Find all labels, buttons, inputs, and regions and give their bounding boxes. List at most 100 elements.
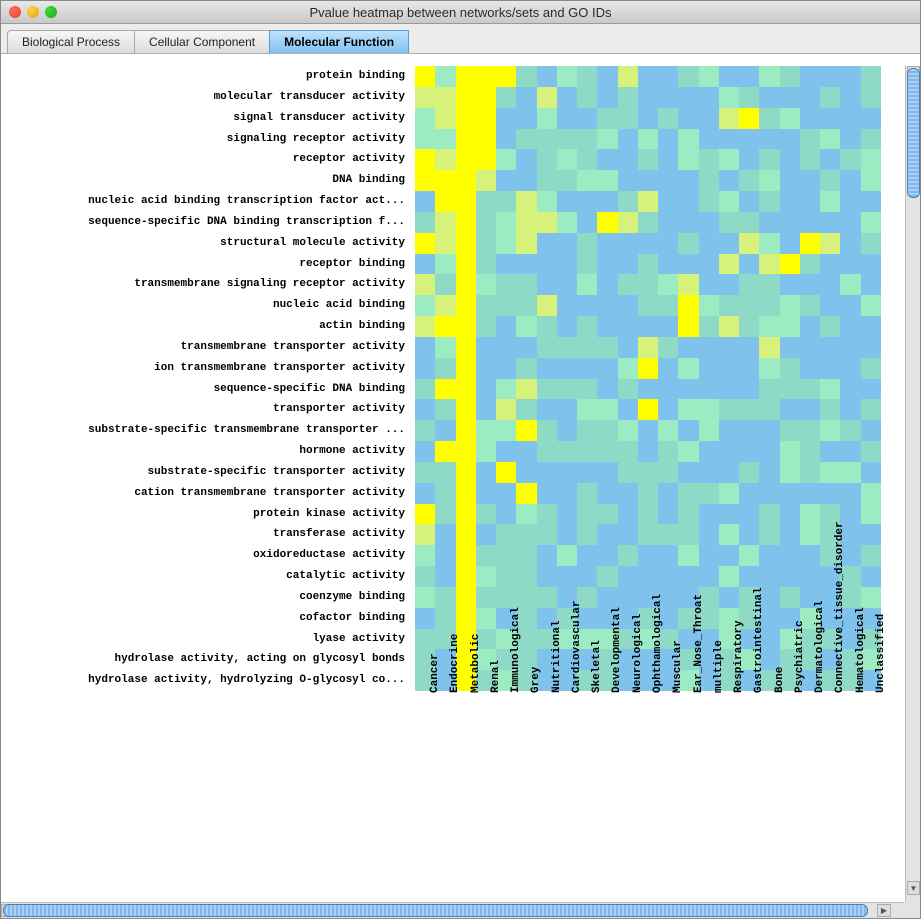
heatmap-cell-23-4[interactable] — [496, 545, 516, 566]
heatmap-cell-10-8[interactable] — [577, 274, 597, 295]
heatmap-cell-10-14[interactable] — [699, 274, 719, 295]
heatmap-cell-20-16[interactable] — [739, 483, 759, 504]
heatmap-cell-22-13[interactable] — [678, 524, 698, 545]
heatmap-cell-12-19[interactable] — [800, 316, 820, 337]
heatmap-cell-24-19[interactable] — [800, 566, 820, 587]
heatmap-cell-24-13[interactable] — [678, 566, 698, 587]
heatmap-cell-10-4[interactable] — [496, 274, 516, 295]
heatmap-cell-1-1[interactable] — [435, 87, 455, 108]
heatmap-cell-17-11[interactable] — [638, 420, 658, 441]
heatmap-cell-9-4[interactable] — [496, 254, 516, 275]
heatmap-cell-17-8[interactable] — [577, 420, 597, 441]
heatmap-cell-3-12[interactable] — [658, 129, 678, 150]
heatmap-cell-13-3[interactable] — [476, 337, 496, 358]
heatmap-cell-12-1[interactable] — [435, 316, 455, 337]
heatmap-cell-4-10[interactable] — [618, 149, 638, 170]
heatmap-cell-22-7[interactable] — [557, 524, 577, 545]
heatmap-cell-1-22[interactable] — [861, 87, 881, 108]
heatmap-cell-25-9[interactable] — [597, 587, 617, 608]
heatmap-cell-20-20[interactable] — [820, 483, 840, 504]
heatmap-cell-1-15[interactable] — [719, 87, 739, 108]
heatmap-cell-5-20[interactable] — [820, 170, 840, 191]
heatmap-cell-5-3[interactable] — [476, 170, 496, 191]
heatmap-cell-5-14[interactable] — [699, 170, 719, 191]
heatmap-cell-12-4[interactable] — [496, 316, 516, 337]
heatmap-cell-13-1[interactable] — [435, 337, 455, 358]
heatmap-cell-11-20[interactable] — [820, 295, 840, 316]
heatmap-cell-21-16[interactable] — [739, 504, 759, 525]
heatmap-cell-21-19[interactable] — [800, 504, 820, 525]
heatmap-cell-11-16[interactable] — [739, 295, 759, 316]
heatmap-cell-1-9[interactable] — [597, 87, 617, 108]
heatmap-cell-13-7[interactable] — [557, 337, 577, 358]
heatmap-cell-24-0[interactable] — [415, 566, 435, 587]
heatmap-cell-5-21[interactable] — [840, 170, 860, 191]
heatmap-cell-6-18[interactable] — [780, 191, 800, 212]
heatmap-cell-16-5[interactable] — [516, 399, 536, 420]
heatmap-cell-20-5[interactable] — [516, 483, 536, 504]
heatmap-cell-16-7[interactable] — [557, 399, 577, 420]
heatmap-cell-1-13[interactable] — [678, 87, 698, 108]
heatmap-cell-16-14[interactable] — [699, 399, 719, 420]
heatmap-cell-11-15[interactable] — [719, 295, 739, 316]
heatmap-cell-21-14[interactable] — [699, 504, 719, 525]
heatmap-cell-19-0[interactable] — [415, 462, 435, 483]
heatmap-cell-8-12[interactable] — [658, 233, 678, 254]
heatmap-cell-5-16[interactable] — [739, 170, 759, 191]
heatmap-cell-20-7[interactable] — [557, 483, 577, 504]
heatmap-cell-25-22[interactable] — [861, 587, 881, 608]
heatmap-cell-23-15[interactable] — [719, 545, 739, 566]
heatmap-cell-0-7[interactable] — [557, 66, 577, 87]
heatmap-cell-24-12[interactable] — [658, 566, 678, 587]
heatmap-cell-6-19[interactable] — [800, 191, 820, 212]
heatmap-cell-15-6[interactable] — [537, 379, 557, 400]
heatmap-cell-22-0[interactable] — [415, 524, 435, 545]
heatmap-cell-1-6[interactable] — [537, 87, 557, 108]
heatmap-cell-12-5[interactable] — [516, 316, 536, 337]
heatmap-cell-3-4[interactable] — [496, 129, 516, 150]
heatmap-cell-3-2[interactable] — [456, 129, 476, 150]
heatmap-cell-18-22[interactable] — [861, 441, 881, 462]
heatmap-cell-21-2[interactable] — [456, 504, 476, 525]
heatmap-cell-6-1[interactable] — [435, 191, 455, 212]
heatmap-cell-19-7[interactable] — [557, 462, 577, 483]
heatmap-cell-6-13[interactable] — [678, 191, 698, 212]
heatmap-cell-2-8[interactable] — [577, 108, 597, 129]
heatmap-cell-4-6[interactable] — [537, 149, 557, 170]
heatmap-cell-14-14[interactable] — [699, 358, 719, 379]
heatmap-cell-0-6[interactable] — [537, 66, 557, 87]
heatmap-cell-20-17[interactable] — [759, 483, 779, 504]
heatmap-cell-25-3[interactable] — [476, 587, 496, 608]
heatmap-cell-25-5[interactable] — [516, 587, 536, 608]
heatmap-cell-8-18[interactable] — [780, 233, 800, 254]
heatmap-cell-25-6[interactable] — [537, 587, 557, 608]
heatmap-cell-22-3[interactable] — [476, 524, 496, 545]
heatmap-cell-26-1[interactable] — [435, 608, 455, 629]
heatmap-cell-8-5[interactable] — [516, 233, 536, 254]
heatmap-cell-15-7[interactable] — [557, 379, 577, 400]
heatmap-cell-8-22[interactable] — [861, 233, 881, 254]
heatmap-cell-0-0[interactable] — [415, 66, 435, 87]
tab-cellular-component[interactable]: Cellular Component — [134, 30, 270, 53]
heatmap-cell-8-11[interactable] — [638, 233, 658, 254]
heatmap-cell-22-5[interactable] — [516, 524, 536, 545]
heatmap-cell-18-13[interactable] — [678, 441, 698, 462]
heatmap-cell-11-7[interactable] — [557, 295, 577, 316]
heatmap-cell-16-21[interactable] — [840, 399, 860, 420]
heatmap-cell-23-18[interactable] — [780, 545, 800, 566]
heatmap-cell-18-19[interactable] — [800, 441, 820, 462]
heatmap-cell-10-1[interactable] — [435, 274, 455, 295]
heatmap-cell-2-5[interactable] — [516, 108, 536, 129]
heatmap-cell-23-16[interactable] — [739, 545, 759, 566]
heatmap-cell-4-9[interactable] — [597, 149, 617, 170]
heatmap-cell-9-6[interactable] — [537, 254, 557, 275]
heatmap-cell-17-2[interactable] — [456, 420, 476, 441]
heatmap-cell-16-19[interactable] — [800, 399, 820, 420]
heatmap-cell-24-5[interactable] — [516, 566, 536, 587]
heatmap-cell-10-12[interactable] — [658, 274, 678, 295]
heatmap-cell-10-22[interactable] — [861, 274, 881, 295]
heatmap-cell-18-8[interactable] — [577, 441, 597, 462]
heatmap-cell-23-3[interactable] — [476, 545, 496, 566]
heatmap-cell-7-14[interactable] — [699, 212, 719, 233]
heatmap-cell-18-5[interactable] — [516, 441, 536, 462]
